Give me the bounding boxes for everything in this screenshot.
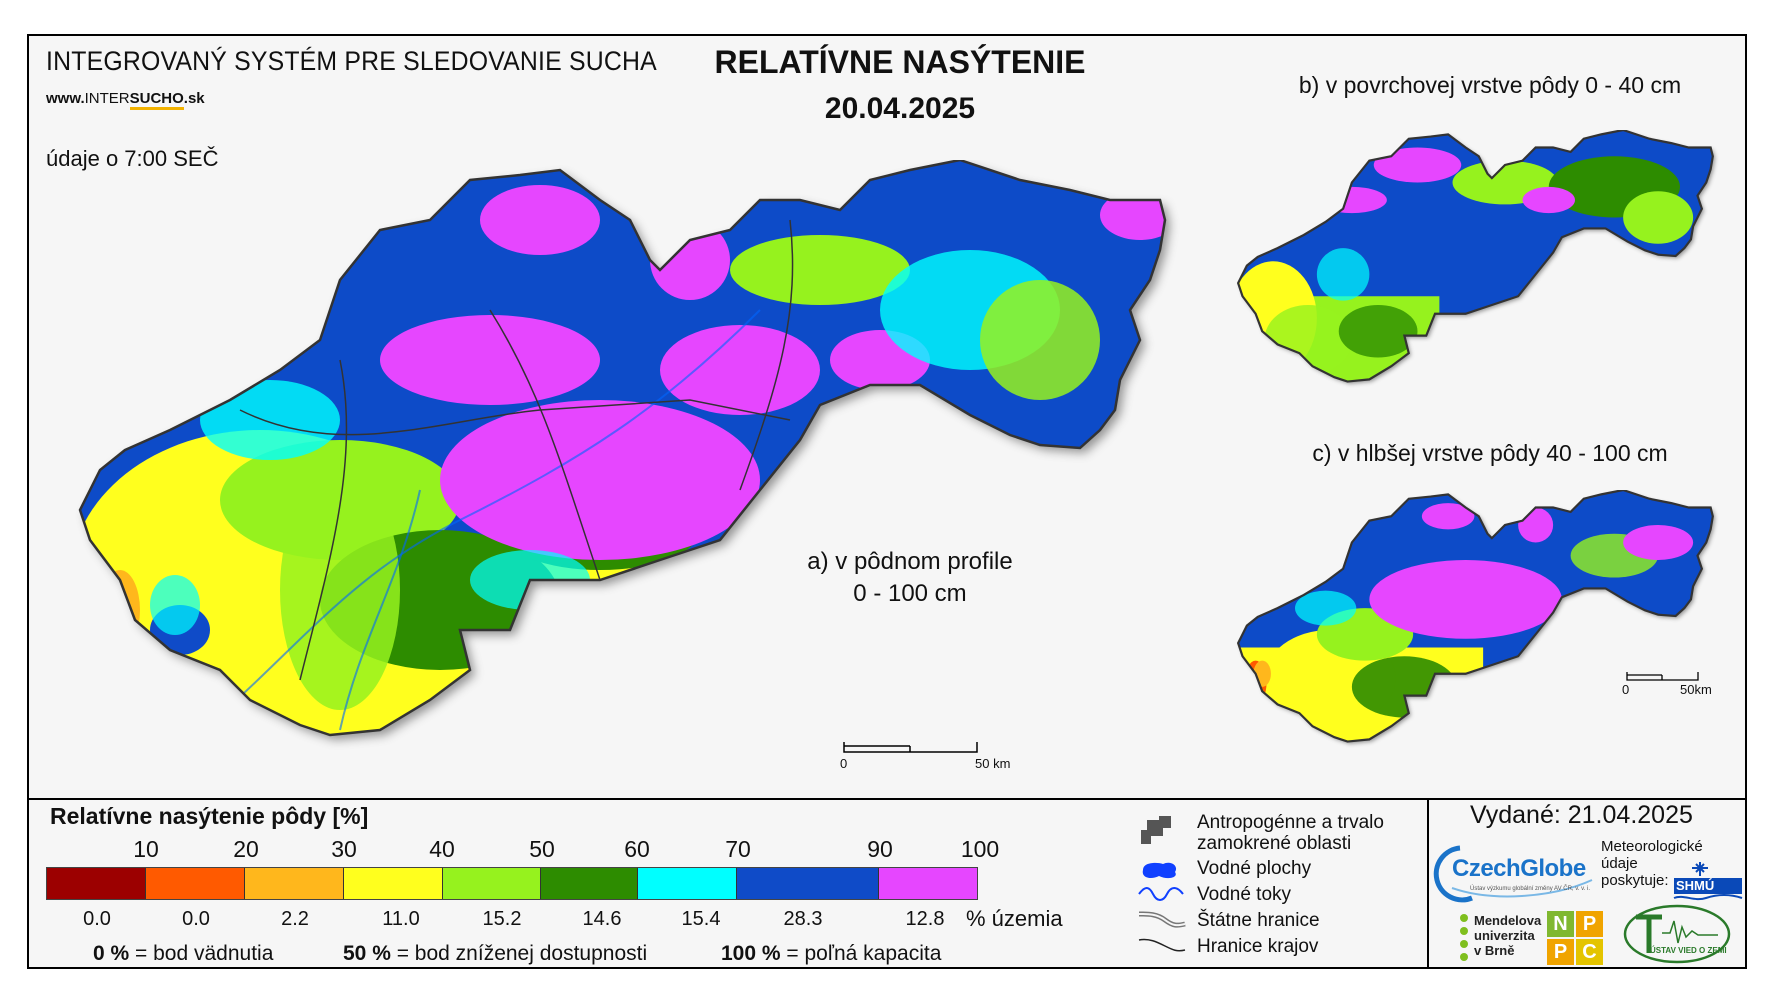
map-a-label: a) v pôdnom profile 0 - 100 cm xyxy=(780,546,1040,610)
issued-date: Vydané: 21.04.2025 xyxy=(1470,801,1693,829)
state-border-icon xyxy=(1138,911,1186,928)
water-stream-icon xyxy=(1138,887,1184,901)
legend-swatch-90-100 xyxy=(879,868,977,899)
czechglobe-logo xyxy=(1433,845,1593,903)
legend-percent-unit: % územia xyxy=(966,906,1063,931)
small-scale-end: 50km xyxy=(1680,682,1712,697)
definition-text: = bod zníženej dostupnosti xyxy=(390,942,648,965)
legend-swatch-50-60 xyxy=(541,868,639,899)
legend-tick: 70 xyxy=(725,836,751,862)
legend-swatch-60-70 xyxy=(638,868,738,899)
meteo-line1: Meteorologické xyxy=(1601,838,1703,855)
system-title: INTEGROVANÝ SYSTÉM PRE SLEDOVANIE SUCHA xyxy=(46,46,657,76)
url-highlight: SUCHO xyxy=(129,90,184,110)
map-b-surface-layer xyxy=(1236,130,1714,383)
map-b-label: b) v povrchovej vrstve pôdy 0 - 40 cm xyxy=(1298,72,1682,98)
definition-text: = bod vädnutia xyxy=(129,942,274,965)
legend-swatch-70-90 xyxy=(737,868,880,899)
nppc-letter: N xyxy=(1547,911,1574,937)
small-scale-zero: 0 xyxy=(1622,682,1630,697)
anthropogenic-label-line2: zamokrené oblasti xyxy=(1197,833,1352,854)
legend-percent: 28.3 xyxy=(783,908,823,930)
definition-field-capacity: 100 % = poľná kapacita xyxy=(721,942,941,966)
earth-science-institute-name: ÚSTAV VIED O ZEMI xyxy=(1650,946,1727,955)
map-c-label: c) v hlbšej vrstve pôdy 40 - 100 cm xyxy=(1312,440,1668,466)
map-a-label-line1: a) v pôdnom profile xyxy=(807,548,1013,575)
map-a-label-line2: 0 - 100 cm xyxy=(853,580,967,607)
legend-tick: 30 xyxy=(331,836,357,862)
legend-swatch-40-50 xyxy=(442,868,542,899)
anthropogenic-area-icon xyxy=(1141,816,1171,844)
legend-tick: 40 xyxy=(429,836,455,862)
legend-title: Relatívne nasýtenie pôdy [%] xyxy=(50,803,369,829)
legend-tick: 60 xyxy=(624,836,650,862)
website-url[interactable]: www.INTERSUCHO.sk xyxy=(46,90,205,110)
shmu-text: SHMÚ xyxy=(1676,878,1715,893)
credits-divider xyxy=(1427,798,1429,969)
legend-swatch-10-20 xyxy=(145,868,245,899)
url-mid: INTER xyxy=(84,90,130,107)
nppc-letter: P xyxy=(1547,939,1574,965)
legend-tick: 90 xyxy=(867,836,893,862)
legend-color-bar xyxy=(46,867,978,900)
main-title: RELATÍVNE NASÝTENIE xyxy=(714,44,1086,80)
definition-wilting-point: 0 % = bod vädnutia xyxy=(93,942,273,966)
shmu-logo xyxy=(1673,862,1743,901)
water-streams-label: Vodné toky xyxy=(1197,884,1292,905)
nppc-logo: N P P C xyxy=(1547,911,1603,965)
mendel-dots xyxy=(1460,914,1468,961)
main-scale-zero: 0 xyxy=(840,756,848,771)
legend-percent: 15.2 xyxy=(482,908,522,930)
main-scale-end: 50 km xyxy=(975,756,1011,771)
earth-science-institute-logo xyxy=(1623,904,1731,964)
definition-text: = poľná kapacita xyxy=(780,942,942,965)
definition-value: 0 % xyxy=(93,942,130,965)
water-bodies-label: Vodné plochy xyxy=(1197,858,1312,879)
mendel-line2: univerzita xyxy=(1474,928,1535,943)
water-body-icon xyxy=(1142,862,1177,879)
region-border-icon xyxy=(1138,938,1186,952)
legend-tick: 100 xyxy=(960,836,1000,862)
region-borders-label: Hranice krajov xyxy=(1197,936,1319,957)
legend-tick: 20 xyxy=(233,836,259,862)
observation-note: údaje o 7:00 SEČ xyxy=(46,146,219,171)
legend-swatch-30-40 xyxy=(343,868,443,899)
small-scale-bar xyxy=(1626,672,1699,681)
nppc-letter: P xyxy=(1576,911,1603,937)
main-date: 20.04.2025 xyxy=(824,92,976,125)
legend-percent: 12.8 xyxy=(905,908,945,930)
legend-percent: 0.0 xyxy=(182,908,210,930)
definition-value: 50 % xyxy=(343,942,391,965)
main-scale-bar xyxy=(843,742,978,753)
map-c-deep-layer xyxy=(1236,490,1714,743)
definition-reduced-availability: 50 % = bod zníženej dostupnosti xyxy=(343,942,647,966)
legend-tick: 50 xyxy=(529,836,555,862)
legend-percent: 2.2 xyxy=(281,908,309,930)
url-prefix: www. xyxy=(46,90,85,107)
map-a-full-profile xyxy=(78,160,1167,737)
mendel-line3: v Brně xyxy=(1474,943,1515,958)
legend-percent: 11.0 xyxy=(382,908,420,930)
legend-percent: 15.4 xyxy=(681,908,721,930)
state-borders-label: Štátne hranice xyxy=(1197,910,1320,931)
definition-value: 100 % xyxy=(721,942,781,965)
legend-swatch-20-30 xyxy=(244,868,344,899)
legend-percent: 14.6 xyxy=(582,908,622,930)
nppc-letter: C xyxy=(1576,939,1603,965)
meteo-line2: údaje xyxy=(1601,855,1638,872)
mendel-line1: Mendelova xyxy=(1474,913,1542,928)
anthropogenic-label-line1: Antropogénne a trvalo xyxy=(1197,812,1384,833)
legend-percent: 0.0 xyxy=(83,908,111,930)
legend-divider xyxy=(27,798,1747,800)
meteo-line3: poskytuje: xyxy=(1601,872,1669,889)
czechglobe-name: CzechGlobe xyxy=(1452,855,1586,882)
anthropogenic-label: Antropogénne a trvalo zamokrené oblasti xyxy=(1197,812,1384,854)
legend-tick: 10 xyxy=(133,836,159,862)
meteo-provider-note: Meteorologické údaje poskytuje: xyxy=(1601,838,1703,889)
legend-swatch-0-10 xyxy=(47,868,146,899)
czechglobe-subtitle: Ústav výzkumu globální změny AV ČR, v. v… xyxy=(1470,886,1591,892)
url-suffix: .sk xyxy=(183,90,205,107)
mendel-university-logo: Mendelova univerzita v Brně xyxy=(1474,913,1541,958)
